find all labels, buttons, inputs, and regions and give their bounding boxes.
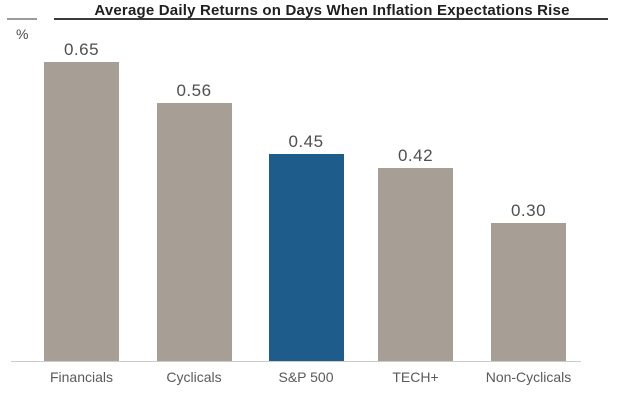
category-label-financials: Financials xyxy=(49,369,114,385)
bar-s-p-500 xyxy=(268,154,344,361)
value-label-non-cyclicals: 0.30 xyxy=(510,201,547,220)
x-axis-baseline xyxy=(11,361,581,362)
value-label-financials: 0.65 xyxy=(63,40,100,59)
bar-financials xyxy=(44,62,119,361)
title-underline xyxy=(54,18,608,20)
value-label-cyclicals: 0.56 xyxy=(176,81,212,100)
axis-top-tick-line xyxy=(7,18,37,20)
bar-non-cyclicals xyxy=(491,223,566,361)
value-label-s-p-500: 0.45 xyxy=(288,132,324,151)
value-label-tech: 0.42 xyxy=(397,146,434,165)
chart-title: Average Daily Returns on Days When Infla… xyxy=(94,2,570,19)
y-axis-unit-label: % xyxy=(16,26,29,42)
bar-tech xyxy=(378,168,453,361)
category-label-s-p-500: S&P 500 xyxy=(278,369,334,385)
category-label-cyclicals: Cyclicals xyxy=(166,369,222,385)
category-label-non-cyclicals: Non-Cyclicals xyxy=(485,369,572,385)
bar-cyclicals xyxy=(156,103,232,361)
category-label-tech: TECH+ xyxy=(392,369,439,385)
